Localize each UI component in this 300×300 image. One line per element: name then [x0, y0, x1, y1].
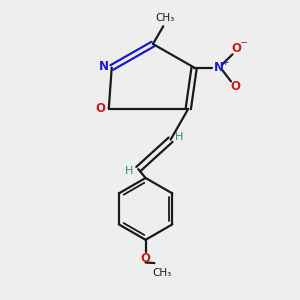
Text: H: H — [125, 167, 134, 176]
Text: O: O — [95, 102, 106, 115]
Text: N: N — [214, 61, 224, 74]
Text: N: N — [98, 60, 109, 73]
Text: O: O — [141, 252, 151, 265]
Text: CH₃: CH₃ — [153, 268, 172, 278]
Text: CH₃: CH₃ — [155, 13, 174, 23]
Text: H: H — [175, 132, 184, 142]
Text: O: O — [232, 42, 242, 55]
Text: +: + — [221, 58, 228, 67]
Text: −: − — [240, 38, 248, 48]
Text: O: O — [230, 80, 240, 93]
